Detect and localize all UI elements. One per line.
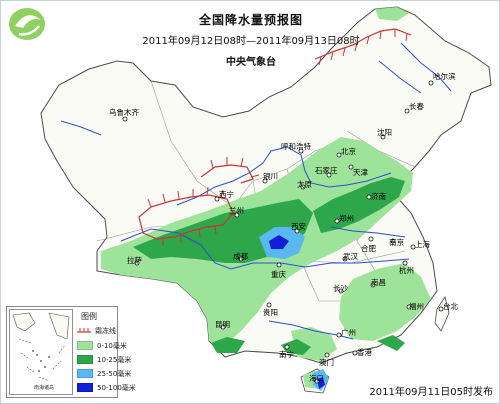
city-label: 沈阳 — [377, 128, 392, 137]
city-label: 南京 — [389, 238, 404, 247]
city-label: 南昌 — [371, 278, 386, 287]
legend-label: 霜冻线 — [95, 326, 116, 335]
map-header: 全国降水量预报图 2011年09月12日08时—2011年09月13日08时 中… — [121, 11, 381, 68]
city-label: 呼和浩特 — [281, 142, 311, 151]
city-label: 长春 — [409, 102, 424, 111]
frost-line-symbol — [77, 327, 91, 333]
legend-item-10-25mm: 10-25毫米 — [77, 354, 131, 365]
city-label: 郑州 — [339, 214, 354, 223]
city-label: 石家庄 — [315, 166, 338, 175]
city-label: 太原 — [297, 180, 312, 189]
legend-label: 0-10毫米 — [97, 341, 127, 350]
frost-line-qinghai-tibet — [138, 194, 234, 240]
city-label: 乌鲁木齐 — [109, 108, 139, 117]
city-label: 北京 — [341, 147, 356, 156]
forecast-date-range: 2011年09月12日08时—2011年09月13日08时 — [142, 36, 360, 47]
legend-swatch — [77, 383, 93, 392]
legend-label: 10-25毫米 — [97, 355, 132, 364]
inset-label: 南海诸岛 — [34, 385, 55, 391]
cma-logo — [9, 8, 45, 40]
legend-label: 50-100毫米 — [97, 383, 136, 392]
rivers — [60, 42, 452, 340]
city-label: 昆明 — [215, 320, 230, 329]
city-label: 拉萨 — [127, 256, 142, 265]
legend-item-0-10mm: 0-10毫米 — [77, 340, 127, 351]
city-label: 武汉 — [343, 252, 358, 261]
issuing-agency: 中央气象台 — [226, 57, 276, 68]
legend-swatch — [77, 369, 93, 378]
city-label: 海口 — [309, 374, 324, 383]
city-label: 福州 — [409, 302, 424, 311]
legend-item-frost-line: 霜冻线 — [77, 325, 116, 336]
taiwan-island — [434, 296, 450, 332]
city-label: 西宁 — [219, 190, 234, 199]
city-label: 杭州 — [399, 266, 414, 275]
city-label: 广州 — [341, 328, 356, 337]
city-label: 南宁 — [279, 350, 294, 359]
legend-swatch — [77, 341, 93, 350]
frost-line-north — [200, 164, 254, 184]
city-label: 香港 — [357, 348, 372, 357]
city-label: 上海 — [415, 240, 430, 249]
city-label: 台北 — [443, 302, 458, 311]
map-title: 全国降水量预报图 — [198, 13, 303, 27]
city-label: 兰州 — [229, 206, 244, 215]
legend-label: 25-50毫米 — [97, 369, 132, 378]
legend-item-50-100mm: 50-100毫米 — [77, 382, 136, 393]
legend-item-25-50mm: 25-50毫米 — [77, 368, 131, 379]
city-label: 贵阳 — [263, 308, 278, 317]
city-label: 成都 — [233, 252, 248, 261]
city-label: 长沙 — [333, 284, 348, 293]
south-china-sea-inset — [9, 309, 73, 395]
city-label: 济南 — [371, 192, 386, 201]
frost-line-ticks — [147, 29, 408, 246]
legend-title: 图例 — [81, 312, 97, 321]
map-legend: 南海诸岛 图例 霜冻线 0-10毫米 10-25毫米 25-50毫米 50-10… — [6, 306, 136, 398]
city-label: 哈尔滨 — [433, 72, 456, 81]
city-label: 西安 — [291, 222, 306, 231]
issued-time: 2011年09月11日05时发布 — [369, 387, 493, 398]
city-markers — [122, 80, 444, 384]
legend-swatch — [77, 355, 93, 364]
city-label: 合肥 — [361, 244, 376, 253]
city-label: 银川 — [263, 172, 278, 181]
city-label: 重庆 — [271, 270, 286, 279]
city-label: 澳门 — [319, 358, 334, 367]
city-label: 天津 — [353, 168, 368, 177]
